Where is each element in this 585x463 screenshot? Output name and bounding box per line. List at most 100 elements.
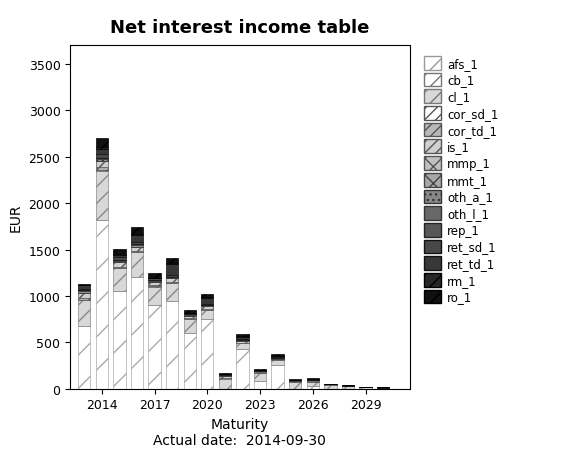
Bar: [96, 170, 108, 171]
Bar: [307, 381, 319, 382]
Bar: [166, 279, 178, 282]
Bar: [78, 292, 91, 293]
Bar: [307, 379, 319, 380]
Bar: [184, 311, 196, 313]
Bar: [219, 373, 231, 375]
Bar: [236, 339, 249, 340]
Bar: [131, 245, 143, 247]
Bar: [78, 291, 91, 292]
Bar: [236, 335, 249, 337]
Bar: [96, 148, 108, 149]
Title: Net interest income table: Net interest income table: [110, 19, 370, 37]
Bar: [201, 310, 214, 319]
Bar: [131, 242, 143, 245]
Bar: [289, 381, 301, 382]
Bar: [254, 370, 266, 371]
Bar: [184, 319, 196, 333]
Bar: [236, 341, 249, 343]
Bar: [113, 255, 126, 258]
Bar: [113, 263, 126, 267]
Bar: [271, 357, 284, 358]
Bar: [254, 382, 266, 389]
Bar: [113, 292, 126, 389]
Bar: [201, 294, 214, 298]
Bar: [342, 387, 354, 389]
Bar: [96, 171, 108, 220]
Bar: [113, 267, 126, 268]
Bar: [131, 278, 143, 389]
Bar: [131, 234, 143, 235]
Bar: [166, 301, 178, 389]
Bar: [78, 293, 91, 298]
Bar: [184, 313, 196, 315]
Bar: [96, 158, 108, 159]
Bar: [184, 333, 196, 389]
Bar: [96, 139, 108, 148]
Bar: [78, 300, 91, 326]
Bar: [96, 149, 108, 154]
Bar: [307, 382, 319, 386]
Bar: [131, 253, 143, 278]
Bar: [78, 326, 91, 389]
Bar: [201, 304, 214, 306]
Bar: [78, 289, 91, 291]
Bar: [78, 286, 91, 289]
Bar: [131, 251, 143, 252]
X-axis label: Maturity
Actual date:  2014-09-30: Maturity Actual date: 2014-09-30: [153, 417, 326, 447]
Bar: [113, 250, 126, 255]
Bar: [149, 274, 161, 278]
Bar: [96, 220, 108, 389]
Bar: [149, 306, 161, 389]
Bar: [254, 373, 266, 382]
Bar: [149, 286, 161, 287]
Bar: [96, 168, 108, 170]
Bar: [236, 344, 249, 349]
Bar: [254, 371, 266, 373]
Bar: [271, 355, 284, 356]
Bar: [149, 287, 161, 306]
Bar: [96, 154, 108, 158]
Bar: [131, 235, 143, 242]
Bar: [78, 285, 91, 286]
Bar: [184, 315, 196, 316]
Bar: [166, 282, 178, 283]
Bar: [166, 275, 178, 277]
Bar: [307, 386, 319, 389]
Bar: [149, 282, 161, 286]
Bar: [271, 361, 284, 365]
Bar: [219, 376, 231, 378]
Bar: [324, 385, 336, 389]
Bar: [166, 258, 178, 263]
Bar: [166, 264, 178, 275]
Bar: [289, 382, 301, 389]
Bar: [271, 365, 284, 389]
Bar: [113, 258, 126, 261]
Bar: [166, 263, 178, 264]
Bar: [149, 281, 161, 282]
Bar: [201, 309, 214, 310]
Bar: [113, 269, 126, 292]
Bar: [201, 307, 214, 309]
Bar: [149, 279, 161, 281]
Bar: [236, 337, 249, 339]
Bar: [96, 159, 108, 162]
Bar: [166, 283, 178, 301]
Bar: [254, 369, 266, 370]
Bar: [236, 349, 249, 389]
Bar: [131, 247, 143, 251]
Bar: [131, 227, 143, 234]
Bar: [149, 278, 161, 279]
Bar: [96, 162, 108, 168]
Bar: [271, 356, 284, 357]
Bar: [219, 379, 231, 389]
Bar: [201, 298, 214, 304]
Bar: [201, 306, 214, 307]
Bar: [307, 378, 319, 379]
Bar: [166, 277, 178, 279]
Bar: [113, 261, 126, 263]
Bar: [78, 298, 91, 300]
Legend: afs_1, cb_1, cl_1, cor_sd_1, cor_td_1, is_1, mmp_1, mmt_1, oth_a_1, oth_l_1, rep: afs_1, cb_1, cl_1, cor_sd_1, cor_td_1, i…: [419, 52, 503, 308]
Bar: [271, 359, 284, 360]
Bar: [377, 388, 389, 389]
Y-axis label: EUR: EUR: [9, 203, 23, 232]
